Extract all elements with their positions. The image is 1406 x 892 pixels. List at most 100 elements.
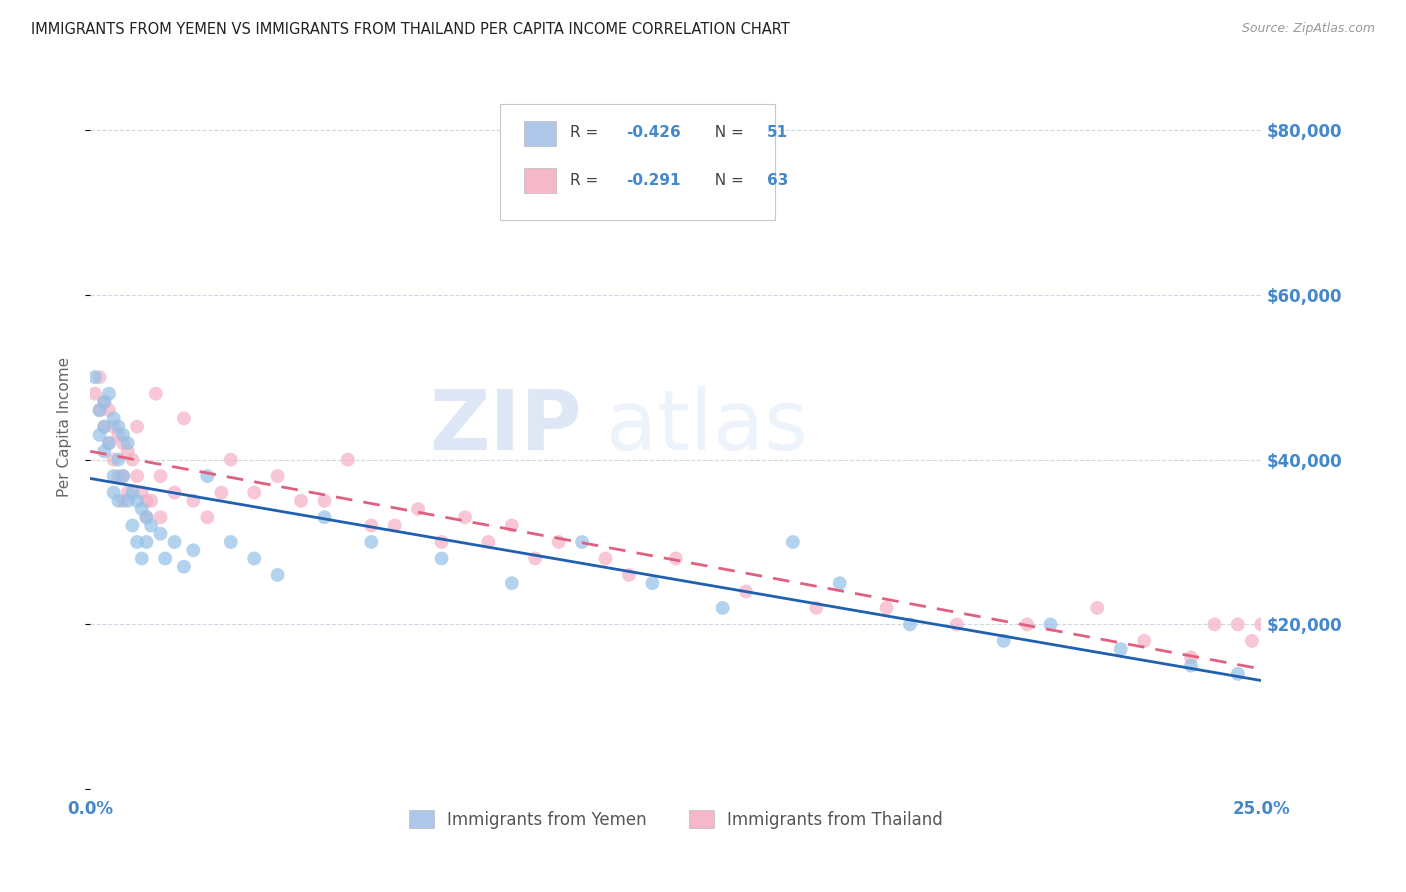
Point — [84, 370, 107, 384]
Point — [219, 452, 242, 467]
Point — [360, 518, 382, 533]
Point — [112, 493, 135, 508]
Point — [454, 510, 477, 524]
Point — [107, 428, 129, 442]
Point — [125, 535, 148, 549]
Text: 51: 51 — [768, 126, 789, 140]
Point — [290, 493, 312, 508]
Point — [1204, 617, 1226, 632]
Text: Source: ZipAtlas.com: Source: ZipAtlas.com — [1241, 22, 1375, 36]
Point — [806, 601, 828, 615]
Point — [1226, 666, 1249, 681]
Point — [876, 601, 898, 615]
Point — [93, 419, 115, 434]
Text: IMMIGRANTS FROM YEMEN VS IMMIGRANTS FROM THAILAND PER CAPITA INCOME CORRELATION : IMMIGRANTS FROM YEMEN VS IMMIGRANTS FROM… — [31, 22, 790, 37]
Point — [117, 485, 139, 500]
Point — [145, 386, 167, 401]
Point — [524, 551, 547, 566]
FancyBboxPatch shape — [501, 104, 775, 220]
Point — [1039, 617, 1062, 632]
Point — [209, 485, 232, 500]
Bar — [523, 169, 557, 194]
Point — [107, 469, 129, 483]
Point — [665, 551, 688, 566]
Point — [336, 452, 359, 467]
Point — [195, 510, 218, 524]
Text: -0.291: -0.291 — [627, 172, 681, 187]
Point — [195, 469, 218, 483]
Point — [1240, 633, 1263, 648]
Point — [219, 535, 242, 549]
Point — [98, 436, 121, 450]
Point — [107, 452, 129, 467]
Point — [112, 469, 135, 483]
Point — [149, 510, 172, 524]
Point — [828, 576, 851, 591]
Point — [103, 452, 125, 467]
Point — [93, 444, 115, 458]
Point — [93, 395, 115, 409]
Point — [181, 493, 204, 508]
Point — [1109, 642, 1132, 657]
Point — [135, 493, 157, 508]
Point — [243, 551, 266, 566]
Point — [1226, 617, 1249, 632]
Point — [107, 419, 129, 434]
Point — [89, 428, 111, 442]
Point — [1274, 716, 1296, 731]
Point — [89, 370, 111, 384]
Point — [1260, 699, 1282, 714]
Point — [1180, 650, 1202, 665]
Point — [139, 518, 162, 533]
Point — [139, 493, 162, 508]
Point — [93, 419, 115, 434]
Point — [181, 543, 204, 558]
Point — [163, 535, 186, 549]
Point — [384, 518, 406, 533]
Point — [112, 428, 135, 442]
Point — [1180, 658, 1202, 673]
Point — [266, 568, 288, 582]
Point — [430, 551, 453, 566]
Point — [314, 510, 336, 524]
Text: 63: 63 — [768, 172, 789, 187]
Point — [121, 485, 143, 500]
Point — [173, 411, 195, 425]
Point — [595, 551, 617, 566]
Point — [360, 535, 382, 549]
Point — [98, 436, 121, 450]
Legend: Immigrants from Yemen, Immigrants from Thailand: Immigrants from Yemen, Immigrants from T… — [402, 804, 949, 835]
Point — [477, 535, 499, 549]
Text: ZIP: ZIP — [430, 386, 582, 467]
Point — [314, 493, 336, 508]
Point — [131, 502, 153, 516]
Point — [135, 510, 157, 524]
Point — [173, 559, 195, 574]
Point — [135, 535, 157, 549]
Point — [107, 493, 129, 508]
Point — [1133, 633, 1156, 648]
Point — [117, 493, 139, 508]
Point — [946, 617, 969, 632]
Point — [89, 403, 111, 417]
Point — [103, 419, 125, 434]
Bar — [523, 121, 557, 146]
Point — [735, 584, 758, 599]
Text: -0.426: -0.426 — [627, 126, 682, 140]
Point — [112, 469, 135, 483]
Text: N =: N = — [704, 172, 748, 187]
Point — [98, 403, 121, 417]
Point — [1085, 601, 1108, 615]
Point — [1250, 617, 1272, 632]
Point — [406, 502, 429, 516]
Point — [501, 576, 523, 591]
Point — [117, 444, 139, 458]
Point — [149, 526, 172, 541]
Point — [501, 518, 523, 533]
Point — [993, 633, 1015, 648]
Point — [547, 535, 569, 549]
Point — [149, 469, 172, 483]
Point — [430, 535, 453, 549]
Point — [131, 551, 153, 566]
Point — [131, 485, 153, 500]
